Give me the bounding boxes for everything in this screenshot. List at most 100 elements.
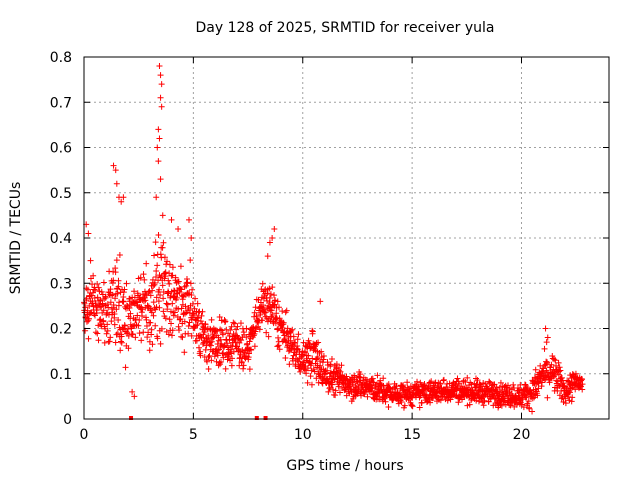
data-point	[428, 378, 435, 385]
data-point	[109, 291, 116, 298]
data-point	[202, 326, 209, 333]
data-point	[103, 330, 110, 337]
data-point	[218, 327, 225, 334]
data-point	[144, 334, 151, 341]
data-point	[84, 286, 91, 293]
data-point	[188, 292, 195, 299]
data-point	[431, 380, 438, 387]
data-point	[418, 399, 425, 406]
data-point	[146, 338, 153, 345]
data-point	[125, 332, 132, 339]
data-point	[234, 335, 241, 342]
data-point	[157, 94, 164, 101]
x-tick-label: 20	[513, 427, 531, 443]
data-point	[266, 239, 273, 246]
data-point	[120, 289, 127, 296]
data-point	[260, 302, 267, 309]
data-point	[143, 322, 150, 329]
data-point	[92, 329, 99, 336]
data-point	[153, 294, 160, 301]
data-point	[462, 378, 469, 385]
data-point	[327, 361, 334, 368]
data-point	[152, 239, 159, 246]
data-point	[177, 316, 184, 323]
data-point	[493, 383, 500, 390]
data-point	[184, 279, 191, 286]
data-point	[408, 402, 415, 409]
data-point	[137, 274, 144, 281]
data-point	[158, 81, 165, 88]
data-point	[114, 330, 121, 337]
data-point	[164, 301, 171, 308]
data-point	[243, 334, 250, 341]
data-point	[99, 301, 106, 308]
data-point	[149, 287, 156, 294]
data-point	[156, 304, 163, 311]
data-point	[198, 312, 205, 319]
data-point	[234, 323, 241, 330]
data-point	[385, 404, 392, 411]
data-point	[85, 230, 92, 237]
data-point	[94, 294, 101, 301]
data-point	[161, 254, 168, 261]
data-point	[173, 294, 180, 301]
data-point	[279, 308, 286, 315]
data-point	[188, 235, 195, 241]
data-point	[159, 244, 166, 251]
data-point	[271, 225, 278, 232]
data-point	[265, 333, 272, 340]
data-point	[317, 298, 324, 305]
data-point	[112, 339, 119, 346]
data-point	[157, 176, 164, 183]
data-point	[112, 269, 119, 276]
data-point	[510, 381, 517, 388]
data-point	[177, 285, 184, 292]
data-point	[197, 318, 204, 325]
data-point	[89, 281, 96, 288]
data-point	[466, 401, 473, 408]
data-point	[328, 355, 335, 362]
data-point	[579, 381, 586, 388]
data-point	[127, 310, 134, 317]
data-point	[544, 359, 551, 366]
data-point	[550, 373, 557, 380]
data-point	[147, 319, 154, 326]
gap-markers	[129, 416, 268, 420]
data-point	[309, 328, 316, 335]
data-point	[304, 379, 311, 386]
data-point	[138, 337, 145, 344]
data-point	[85, 335, 92, 342]
y-tick-label: 0.1	[50, 367, 72, 383]
data-point	[562, 400, 569, 407]
data-point	[179, 334, 186, 341]
data-point	[120, 298, 127, 305]
data-point	[572, 386, 579, 393]
data-point	[240, 365, 247, 372]
data-point	[214, 352, 221, 359]
data-point	[269, 311, 276, 318]
data-point	[149, 276, 156, 283]
data-point	[568, 385, 575, 392]
x-tick-label: 10	[294, 427, 312, 443]
data-point	[117, 347, 124, 354]
data-point	[148, 309, 155, 316]
data-point	[194, 300, 201, 307]
data-point	[279, 324, 286, 331]
gap-marker	[263, 416, 268, 420]
data-point	[160, 239, 167, 246]
data-point	[557, 367, 564, 374]
data-point	[167, 292, 174, 299]
data-point	[191, 325, 198, 332]
data-point	[315, 339, 322, 346]
data-point	[427, 399, 434, 406]
data-point	[217, 336, 224, 343]
data-point	[118, 333, 125, 340]
data-point	[82, 304, 89, 311]
data-point	[129, 331, 136, 338]
data-point	[369, 375, 376, 382]
data-point	[168, 320, 175, 327]
data-point	[166, 316, 173, 323]
data-point	[520, 404, 527, 411]
data-point	[290, 333, 297, 340]
data-point	[191, 312, 198, 319]
